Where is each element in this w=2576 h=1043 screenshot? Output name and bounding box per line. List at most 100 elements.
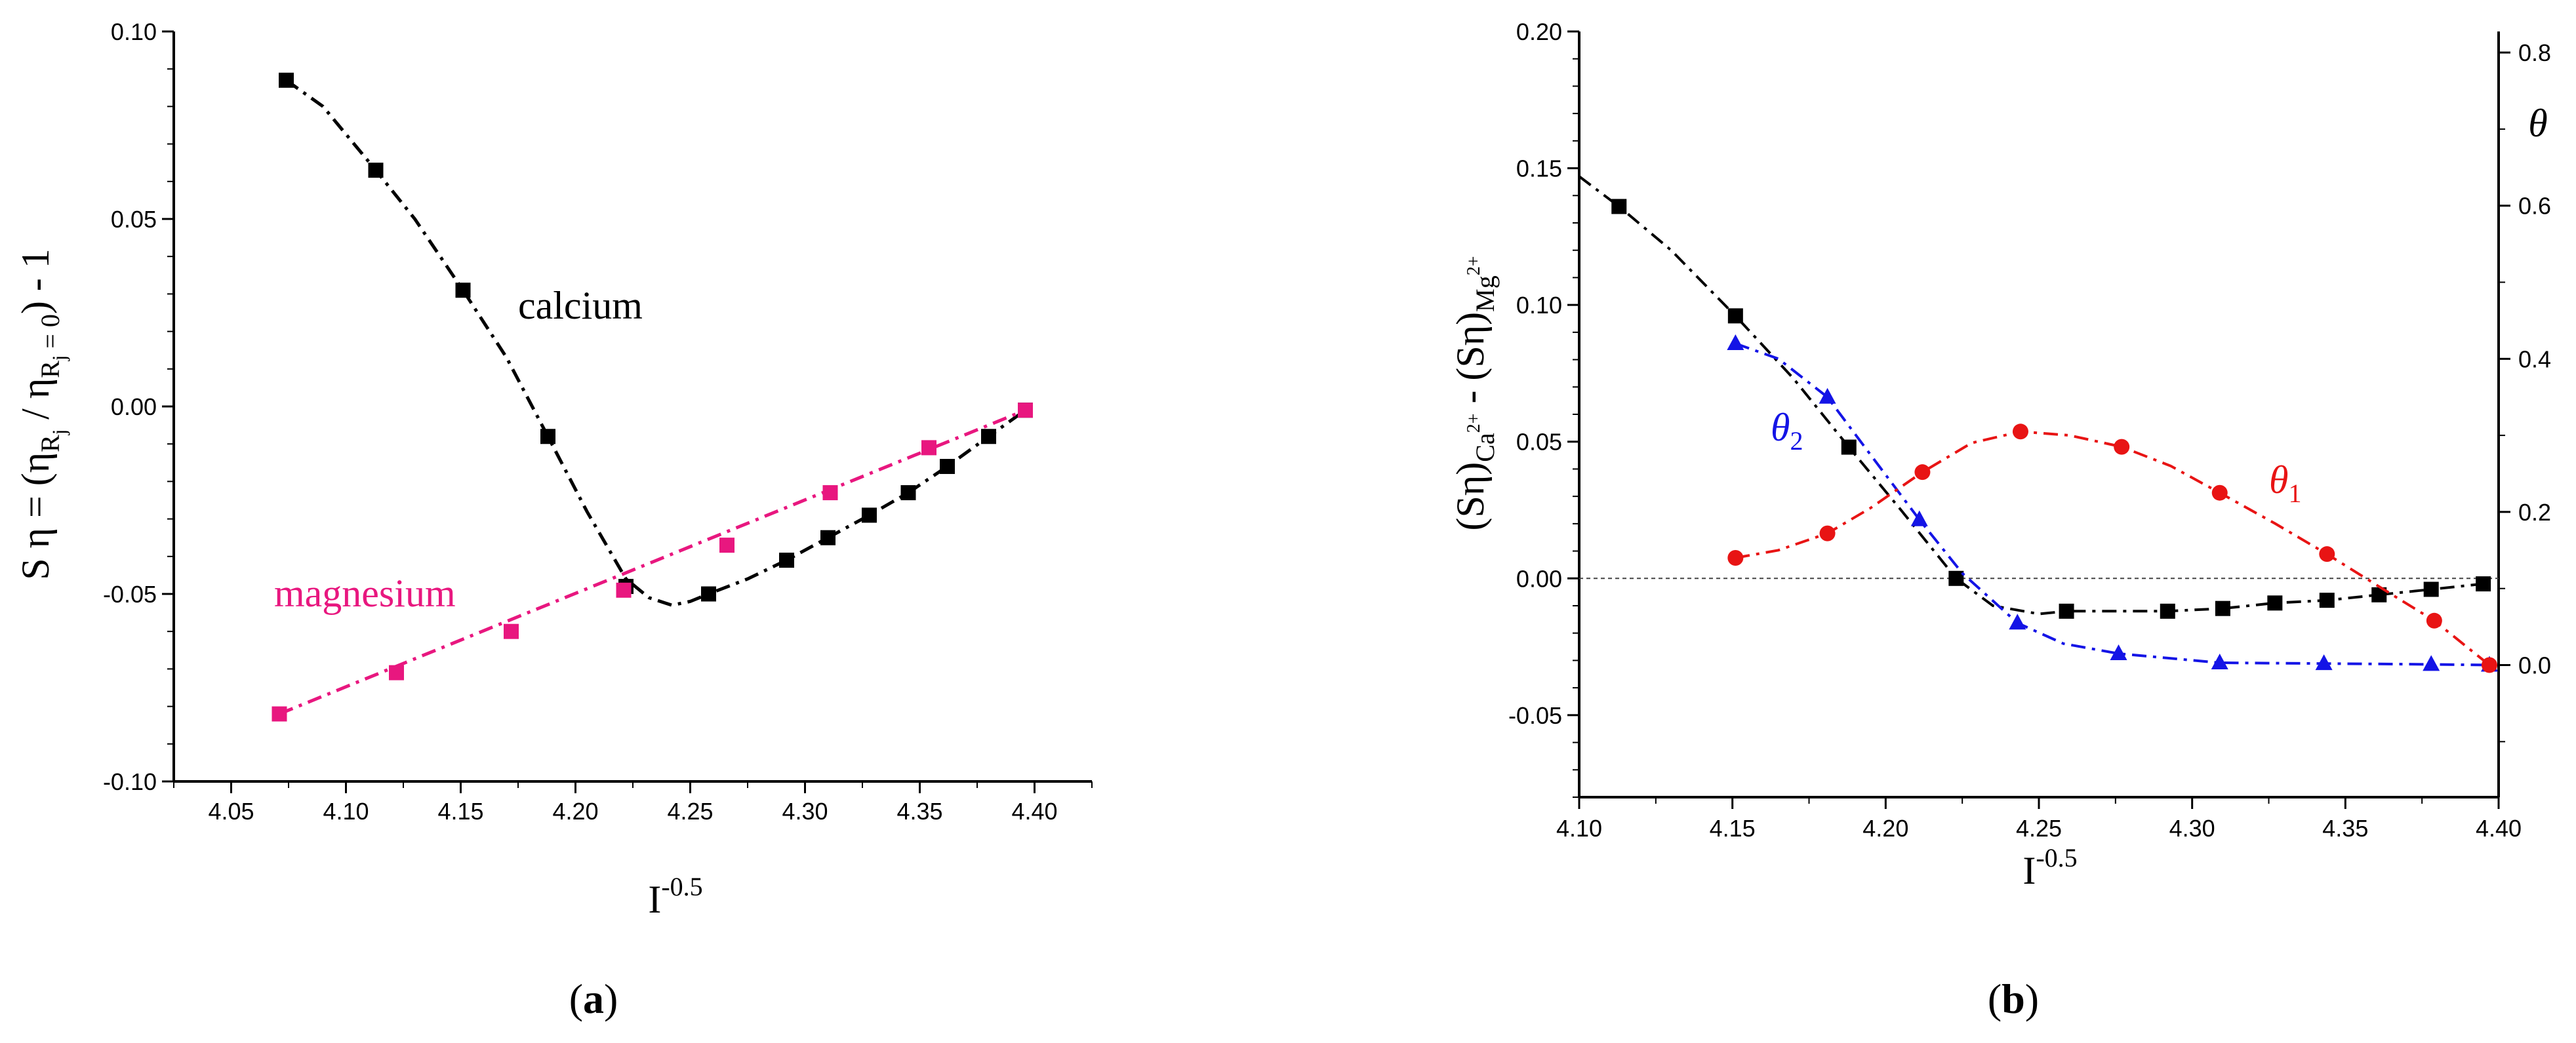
ylabel-a-prefix: S η = (η — [14, 452, 57, 580]
panel-a-chart: 4.05 4.10 4.15 4.20 4.25 4.30 4.35 4.40 -0.10-0… — [14, 18, 1093, 1022]
calcium-point — [779, 553, 794, 568]
ylabel-b-sub1: Ca — [1470, 433, 1500, 462]
b-right-y-tick-label: 0.8 — [2518, 39, 2551, 66]
b-right-y-tick-label: 0.2 — [2518, 499, 2551, 526]
theta2-point — [1727, 334, 1744, 350]
theta1-point — [2114, 439, 2130, 455]
panel-b-x-ticks: 4.10 4.15 4.20 4.25 4.30 4.35 4.40 — [1556, 797, 2522, 842]
b-x-tick-label: 4.20 — [1862, 815, 1908, 842]
theta1-point — [2211, 484, 2228, 501]
theta1-point — [1727, 550, 1744, 566]
a-x-tick-label: 4.40 — [1011, 798, 1057, 825]
theta1-line — [1735, 430, 2491, 667]
difference-point — [1727, 308, 1743, 324]
calcium-point — [862, 507, 877, 523]
b-right-y-tick-label: 0.0 — [2518, 652, 2551, 679]
theta1-label-sub: 1 — [2288, 479, 2301, 508]
panel-b-label: (b) — [1988, 975, 2039, 1022]
calcium-point — [981, 429, 996, 444]
a-x-tick-label: 4.05 — [208, 798, 254, 825]
a-x-tick-label: 4.10 — [323, 798, 369, 825]
magnesium-line — [279, 408, 1026, 716]
a-x-tick-label: 4.30 — [782, 798, 828, 825]
ylabel-a-suffix: ) - 1 — [14, 248, 57, 314]
theta1-label-main: θ — [2269, 458, 2288, 502]
b-right-y-tick-label: 0.6 — [2518, 193, 2551, 220]
theta2-series-label: θ2 — [1771, 406, 1803, 456]
ylabel-b-prefix: (Sη) — [1449, 462, 1492, 531]
panel-b-series — [1578, 175, 2498, 673]
xlabel-a-sup: -0.5 — [661, 872, 702, 901]
difference-point — [1948, 570, 1964, 586]
theta2-point — [2315, 654, 2333, 671]
magnesium-point — [921, 440, 936, 456]
panel-b-right-y-ticks: 0.0 0.2 0.4 0.6 0.8 — [2499, 39, 2551, 743]
a-x-tick-label: 4.15 — [437, 798, 483, 825]
a-y-tick-label: 0.05 — [111, 206, 157, 233]
a-x-tick-label: 4.25 — [667, 798, 713, 825]
calcium-point — [540, 429, 555, 444]
xlabel-a-main: I — [648, 878, 661, 921]
panel-b-letter: b — [2002, 975, 2025, 1022]
ylabel-a-sub1: R — [35, 435, 65, 452]
ylabel-a-subsub1: j — [49, 429, 70, 435]
magnesium-point — [272, 706, 287, 722]
magnesium-point — [1018, 403, 1033, 418]
b-y-tick-label: -0.05 — [1508, 702, 1562, 729]
b-x-tick-label: 4.40 — [2476, 815, 2522, 842]
theta2-point — [1910, 510, 1928, 526]
calcium-point — [820, 530, 835, 545]
difference-point — [2423, 581, 2439, 597]
difference-point — [2059, 603, 2074, 619]
theta1-point — [2012, 423, 2028, 440]
theta2-point — [1819, 387, 1836, 404]
a-y-tick-label: 0.10 — [111, 18, 157, 45]
b-x-tick-label: 4.25 — [2016, 815, 2062, 842]
ylabel-a-sub2: R — [35, 361, 65, 378]
a-y-tick-label: 0.00 — [111, 393, 157, 420]
ylabel-a-subsub2: j — [49, 355, 70, 361]
b-x-tick-label: 4.35 — [2322, 815, 2368, 842]
magnesium-series-label: magnesium — [274, 572, 456, 615]
xlabel-b-main: I — [2023, 849, 2036, 892]
calcium-point — [279, 72, 294, 88]
theta1-point — [2426, 612, 2442, 629]
ylabel-a-mid: / η — [14, 378, 57, 429]
panel-b-right-y-axis-label: θ — [2528, 102, 2547, 145]
theta2-point — [2423, 655, 2440, 671]
panel-b-y-axis-label: (Sη)Ca2+ - (Sη)Mg2+ — [1449, 256, 1500, 530]
magnesium-point — [504, 623, 519, 639]
calcium-point — [455, 283, 471, 298]
theta1-point — [2481, 657, 2497, 673]
ylabel-b-mid: - (Sη) — [1449, 312, 1492, 414]
calcium-point — [940, 459, 955, 475]
theta1-point — [2319, 546, 2335, 562]
difference-point — [2215, 600, 2230, 616]
calcium-point — [368, 163, 384, 178]
theta2-point — [2009, 614, 2026, 630]
magnesium-point — [822, 485, 838, 501]
calcium-point — [701, 586, 716, 602]
ylabel-b-sup2: 2+ — [1464, 256, 1484, 275]
difference-point — [2476, 576, 2491, 592]
panel-a-y-axis-label: S η = (ηRj / ηRj = 0) - 1 — [14, 248, 70, 580]
b-y-tick-label: 0.05 — [1516, 429, 1562, 456]
b-y-tick-label: 0.00 — [1516, 565, 1562, 592]
b-right-y-tick-label: 0.4 — [2518, 345, 2551, 372]
theta1-point — [1914, 464, 1931, 481]
theta2-point — [2211, 654, 2228, 670]
xlabel-b-sup: -0.5 — [2036, 843, 2077, 873]
magnesium-point — [389, 665, 404, 680]
ylabel-a-sub2-tail: = 0 — [35, 314, 65, 355]
a-x-tick-label: 4.20 — [552, 798, 598, 825]
calcium-line — [285, 79, 1026, 607]
calcium-series-label: calcium — [518, 284, 643, 327]
a-y-tick-label: -0.05 — [103, 581, 157, 608]
a-y-tick-label: -0.10 — [103, 768, 157, 795]
theta2-label-sub: 2 — [1790, 426, 1803, 456]
difference-line — [1578, 175, 2484, 616]
b-y-tick-label: 0.15 — [1516, 155, 1562, 182]
panel-b-y-ticks: -0.05 0.00 0.05 0.10 0.15 0.20 — [1508, 18, 1579, 798]
